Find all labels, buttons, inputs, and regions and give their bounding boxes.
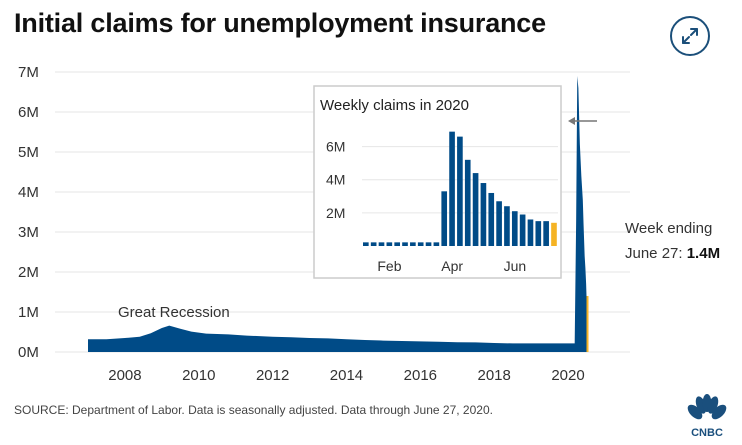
inset-x-axis: Feb Apr Jun: [377, 258, 526, 274]
main-y-tick-label: 4M: [18, 184, 39, 201]
inset-y-tick-label: 6M: [326, 139, 345, 155]
main-x-tick-label: 2014: [330, 367, 363, 384]
main-x-tick-label: 2008: [108, 367, 141, 384]
inset-bar: [433, 242, 440, 246]
inset-bar: [363, 242, 369, 246]
svg-text:CNBC: CNBC: [691, 427, 723, 439]
main-x-tick-label: 2018: [477, 367, 510, 384]
main-y-tick-label: 3M: [18, 224, 39, 241]
claims-chart: 0M 1M 2M 3M 4M 5M 6M 7M 2008 2010 2012 2014 2016 201…: [18, 64, 720, 384]
inset-bar: [511, 211, 518, 246]
inset-bar: [543, 221, 549, 246]
source-note: SOURCE: Department of Labor. Data is sea…: [14, 403, 493, 417]
inset-bar: [457, 136, 463, 246]
week-ending-label: Week ending: [625, 220, 712, 237]
inset-bar-latest: [551, 222, 557, 246]
inset-bar: [370, 242, 377, 246]
inset-bar: [402, 242, 408, 246]
chart-title: Initial claims for unemployment insuranc…: [14, 8, 546, 38]
inset-bar: [417, 242, 424, 246]
inset-bar: [519, 214, 526, 246]
cnbc-peacock-logo: CNBC: [687, 394, 727, 439]
main-y-axis: 0M 1M 2M 3M 4M 5M 6M 7M: [18, 64, 39, 361]
inset-x-tick-label: Feb: [377, 258, 401, 274]
inset-bar: [410, 242, 416, 246]
main-y-tick-label: 2M: [18, 264, 39, 281]
inset-x-tick-label: Jun: [504, 258, 527, 274]
inset-bar: [496, 201, 502, 246]
inset-title: Weekly claims in 2020: [320, 97, 469, 114]
week-ending-value-label: June 27: 1.4M: [625, 245, 720, 262]
main-y-tick-label: 7M: [18, 64, 39, 81]
inset-bar: [441, 191, 448, 246]
inset-frame: [313, 85, 562, 279]
inset-bar: [425, 242, 432, 246]
great-recession-label: Great Recession: [118, 304, 230, 321]
main-y-tick-label: 1M: [18, 304, 39, 321]
inset-bar: [378, 242, 385, 246]
inset-y-tick-label: 2M: [326, 205, 345, 221]
main-x-axis: 2008 2010 2012 2014 2016 2018 2020: [108, 367, 584, 384]
main-y-tick-label: 0M: [18, 344, 39, 361]
inset-bar: [472, 173, 479, 246]
main-x-tick-label: 2012: [256, 367, 289, 384]
main-x-tick-label: 2020: [551, 367, 584, 384]
expand-button[interactable]: [670, 16, 710, 56]
inset-y-axis: 2M 4M 6M: [326, 139, 345, 221]
main-y-tick-label: 5M: [18, 144, 39, 161]
inset-bar: [527, 219, 534, 246]
inset-bar: [480, 183, 487, 246]
main-x-tick-label: 2016: [404, 367, 437, 384]
main-x-tick-label: 2010: [182, 367, 215, 384]
inset-bar: [394, 242, 400, 246]
inset-bar: [535, 221, 542, 246]
inset-bar: [504, 206, 510, 246]
inset-bar: [488, 192, 495, 246]
inset-y-tick-label: 4M: [326, 172, 345, 188]
inset-chart: Weekly claims in 2020 2M 4M 6M Feb Apr Jun: [313, 85, 562, 279]
inset-bar: [464, 159, 471, 246]
expand-arrows-icon: [682, 28, 698, 44]
inset-bar: [449, 131, 455, 246]
inset-pointer-arrow: [568, 117, 597, 125]
inset-x-tick-label: Apr: [441, 258, 463, 274]
inset-bar: [386, 242, 393, 246]
inset-bars: [363, 131, 557, 246]
main-y-tick-label: 6M: [18, 104, 39, 121]
